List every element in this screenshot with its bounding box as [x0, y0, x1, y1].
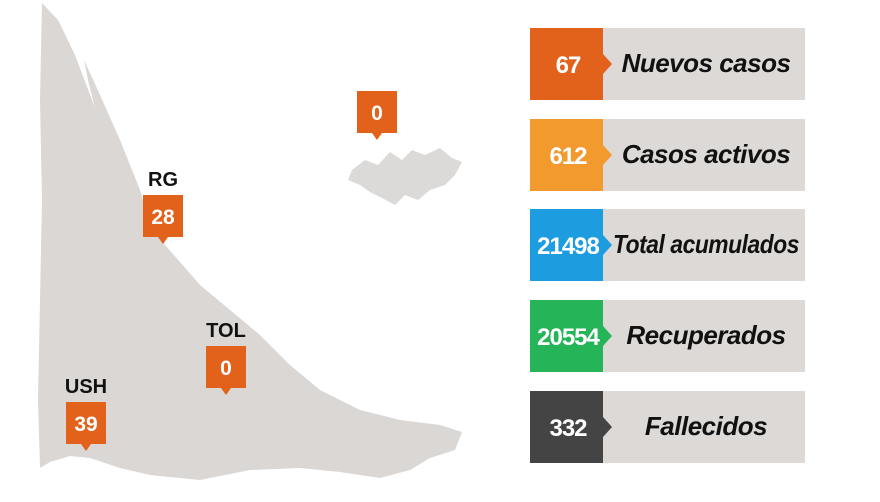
stat-box [530, 28, 603, 100]
marker-value: 39 [74, 413, 97, 436]
stat-value: 20554 [537, 324, 600, 351]
stat-label: Total acumulados [613, 229, 799, 259]
stat-arrow [603, 235, 612, 255]
stat-label: Fallecidos [645, 411, 767, 441]
stat-box [530, 300, 603, 372]
marker-box [66, 402, 106, 451]
marker-value: 0 [371, 102, 383, 125]
stat-arrow [603, 145, 612, 165]
stats-panel: 67 Nuevos casos 612 Casos activos 21498 Total… [530, 28, 805, 463]
stat-box [530, 391, 603, 463]
stat-value: 612 [549, 143, 587, 170]
stat-box [530, 209, 603, 281]
marker-value: 0 [220, 357, 232, 380]
stat-arrow [603, 326, 612, 346]
marker-box [143, 195, 183, 244]
marker-box [206, 346, 246, 395]
stat-box [530, 119, 603, 191]
marker-box [357, 91, 397, 140]
marker-name: USH [65, 376, 107, 398]
stat-arrow [603, 417, 612, 437]
marker-value: 28 [151, 206, 175, 229]
map-markers: RG 28 0 TOL 0 USH 39 [65, 91, 397, 451]
marker-name: TOL [206, 320, 246, 342]
stat-label: Casos activos [622, 139, 790, 169]
map-island [348, 148, 462, 205]
stat-arrow [603, 54, 612, 74]
stat-value: 67 [556, 52, 581, 79]
stat-value: 21498 [537, 233, 599, 260]
marker-name: RG [148, 169, 178, 191]
stat-label: Recuperados [626, 320, 785, 350]
map-land [38, 3, 462, 480]
stat-value: 332 [549, 415, 587, 442]
stat-label: Nuevos casos [622, 48, 791, 78]
